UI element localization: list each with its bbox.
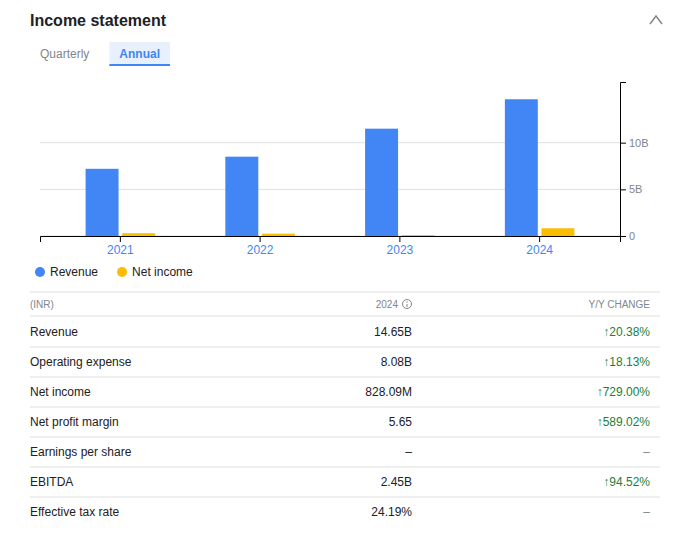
active-tab-underline: [109, 64, 170, 66]
row-change: –: [643, 445, 650, 459]
row-value: 5.65: [389, 415, 413, 429]
y-tick: 10B: [620, 137, 649, 149]
bar: [225, 157, 258, 236]
row-value: 828.09M: [365, 385, 412, 399]
legend-swatch: [117, 267, 127, 277]
bar: [262, 234, 295, 236]
x-tick-mark: [120, 236, 121, 242]
tab-label[interactable]: Quarterly: [40, 47, 89, 61]
table-header: (INR): [30, 299, 54, 310]
legend-swatch: [35, 267, 45, 277]
page: Income statementQuarterlyAnnual202120222…: [0, 0, 688, 547]
row-label: Earnings per share: [30, 445, 132, 459]
info-icon-ring[interactable]: [403, 300, 412, 309]
row-value: 8.08B: [381, 355, 412, 369]
y-tick-label: 0: [629, 230, 635, 242]
info-icon[interactable]: [403, 300, 412, 309]
x-tick: 2021: [107, 236, 134, 257]
row-value: 14.65B: [374, 325, 412, 339]
tab[interactable]: Quarterly: [40, 47, 89, 61]
bar: [122, 233, 155, 236]
row-label: Operating expense: [30, 355, 132, 369]
y-tick-label: 5B: [629, 183, 642, 195]
tab[interactable]: Annual: [109, 42, 170, 66]
info-icon-dot[interactable]: [406, 301, 407, 302]
x-tick-label: 2024: [526, 243, 553, 257]
table-divider: [30, 437, 660, 438]
info-icon-stem[interactable]: [407, 304, 408, 307]
bar: [365, 129, 398, 236]
x-tick: 2024: [526, 236, 553, 257]
x-tick-label: 2023: [387, 243, 414, 257]
table-divider: [30, 316, 660, 317]
row-value: –: [405, 445, 412, 459]
row-change: ↑20.38%: [603, 325, 650, 339]
row-change: –: [643, 505, 650, 519]
table: (INR) 2024 Y/Y CHANGE Revenue 14.65B ↑20.38% O…: [30, 292, 660, 519]
row-change: ↑94.52%: [603, 475, 650, 489]
table-divider: [30, 347, 660, 348]
bar: [505, 99, 538, 236]
row-label: Net profit margin: [30, 415, 119, 429]
legend-label: Revenue: [50, 265, 98, 279]
y-tick-mark: [620, 236, 626, 237]
row-label: Net income: [30, 385, 91, 399]
row-label: Effective tax rate: [30, 505, 119, 519]
table-divider: [30, 407, 660, 408]
y-tick-mark: [620, 143, 626, 144]
x-tick-mark: [399, 236, 400, 242]
title: Income statement: [30, 12, 167, 29]
y-tick: 0: [620, 230, 635, 242]
bar: [402, 235, 435, 236]
bar: [541, 228, 574, 236]
legend-label: Net income: [132, 265, 193, 279]
x-tick-mark: [539, 236, 540, 242]
bars: [86, 99, 575, 236]
row-label: EBITDA: [30, 475, 73, 489]
row-change: ↑729.00%: [597, 385, 651, 399]
bar: [86, 169, 119, 236]
y-axis: 0 5B 10B: [620, 83, 649, 243]
y-tick-label: 10B: [629, 137, 649, 149]
x-tick-label: 2022: [247, 243, 274, 257]
table-divider: [30, 377, 660, 378]
x-axis-line: [41, 237, 621, 243]
table-divider: [30, 497, 660, 498]
table-divider: [30, 292, 660, 293]
x-tick-label: 2021: [107, 243, 134, 257]
table-divider: [30, 467, 660, 468]
row-value: 24.19%: [371, 505, 412, 519]
row-change: ↑18.13%: [603, 355, 650, 369]
y-tick-mark: [620, 189, 626, 190]
tab-label[interactable]: Annual: [119, 47, 160, 61]
row-value: 2.45B: [381, 475, 412, 489]
x-tick: 2023: [387, 236, 414, 257]
row-change: ↑589.02%: [597, 415, 651, 429]
active-tab-bg: [109, 42, 170, 66]
table-header: Y/Y CHANGE: [589, 299, 651, 310]
collapse-icon[interactable]: [650, 16, 662, 24]
x-tick-mark: [260, 236, 261, 242]
x-axis: 2021 2022 2023 2024: [41, 236, 621, 257]
x-tick: 2022: [247, 236, 274, 257]
legend: Revenue Net income: [35, 265, 193, 279]
y-axis-line: [621, 83, 627, 237]
y-tick: 5B: [620, 183, 642, 195]
table-header: 2024: [376, 299, 399, 310]
row-label: Revenue: [30, 325, 78, 339]
